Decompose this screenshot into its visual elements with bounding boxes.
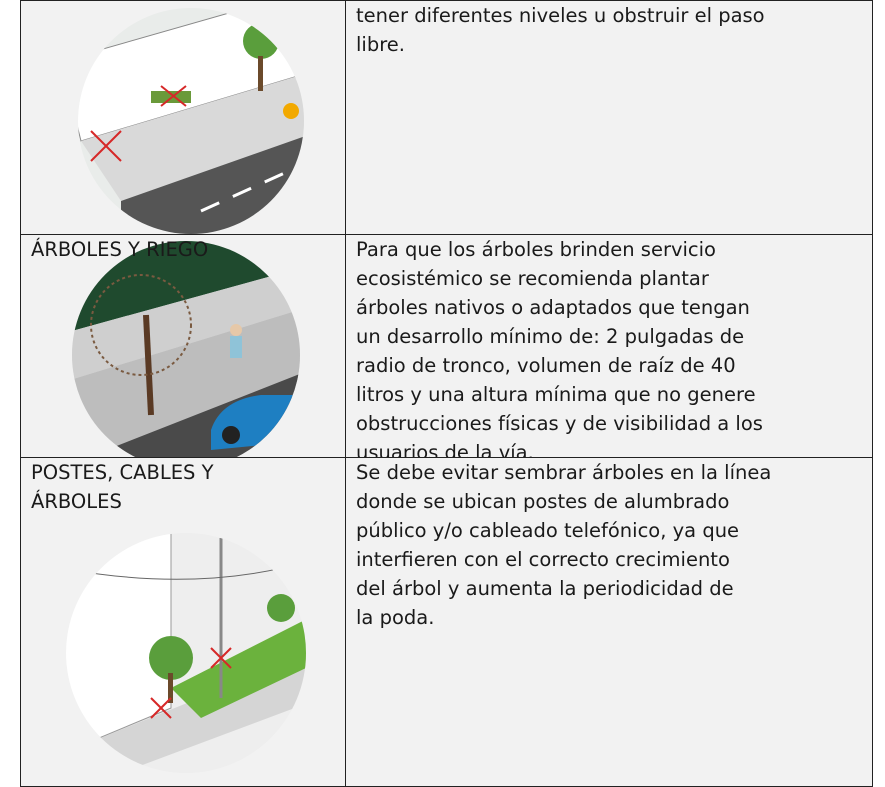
text-line: Se debe evitar sembrar árboles en la lín…: [356, 461, 772, 484]
cell: POSTES, CABLES Y ÁRBOLES: [20, 457, 347, 787]
page: tener diferentes niveles u obstruir el p…: [20, 0, 873, 787]
text-line: público y/o cableado telefónico, ya que: [356, 519, 740, 542]
illustration-tree: [72, 241, 300, 458]
text-line: Para que los árboles brinden servicio: [356, 238, 716, 261]
cell: Para que los árboles brinden servicio eco…: [345, 234, 873, 459]
text-line: del árbol y aumenta la periodicidad de: [356, 577, 734, 600]
description: Para que los árboles brinden servicio eco…: [356, 235, 763, 459]
description: tener diferentes niveles u obstruir el p…: [356, 1, 765, 59]
text-line: interfieren con el correcto crecimiento: [356, 548, 730, 571]
text-line: obstrucciones físicas y de visibilidad a…: [356, 412, 763, 435]
cell: tener diferentes niveles u obstruir el p…: [345, 0, 873, 236]
text-line: ecosistémico se recomienda plantar: [356, 267, 709, 290]
cell: [20, 0, 347, 236]
text-line: POSTES, CABLES Y: [31, 461, 214, 484]
text-line: árboles nativos o adaptados que tengan: [356, 296, 750, 319]
text-line: tener diferentes niveles u obstruir el p…: [356, 4, 765, 27]
cell: Se debe evitar sembrar árboles en la lín…: [345, 457, 873, 787]
text-line: ÁRBOLES: [31, 490, 122, 513]
text-line: radio de tronco, volumen de raíz de 40: [356, 354, 736, 377]
text-line: usuarios de la vía.: [356, 441, 534, 459]
text-line: un desarrollo mínimo de: 2 pulgadas de: [356, 325, 745, 348]
label: ÁRBOLES Y RIEGO: [31, 235, 208, 264]
text-line: la poda.: [356, 606, 435, 629]
label: POSTES, CABLES Y ÁRBOLES: [31, 458, 214, 516]
illustration-poles: [66, 533, 306, 773]
cell: ÁRBOLES Y RIEGO: [20, 234, 347, 459]
illustration-sidewalk: [78, 8, 304, 234]
text-line: libre.: [356, 33, 405, 56]
text-line: donde se ubican postes de alumbrado: [356, 490, 730, 513]
text-line: ÁRBOLES Y RIEGO: [31, 238, 209, 261]
description: Se debe evitar sembrar árboles en la lín…: [356, 458, 771, 632]
text-line: litros y una altura mínima que no genere: [356, 383, 756, 406]
